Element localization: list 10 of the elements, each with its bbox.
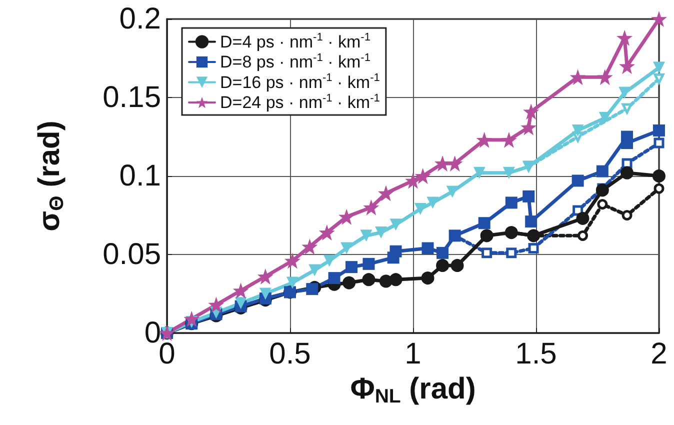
y-tick-label: 0.1 bbox=[119, 160, 161, 192]
x-tick-label: 0.5 bbox=[269, 338, 311, 370]
y-tick-label: 0.05 bbox=[102, 238, 161, 271]
y-axis-title: σΘ (rad) bbox=[33, 120, 68, 232]
y-tick-label: 0.2 bbox=[119, 2, 161, 36]
x-tick-label: 2 bbox=[650, 338, 668, 370]
x-tick-label: 1.5 bbox=[515, 338, 557, 370]
x-tick-label: 1 bbox=[404, 338, 422, 370]
y-tick-label: 0.15 bbox=[102, 81, 161, 114]
y-tick-label: 0 bbox=[144, 316, 161, 350]
